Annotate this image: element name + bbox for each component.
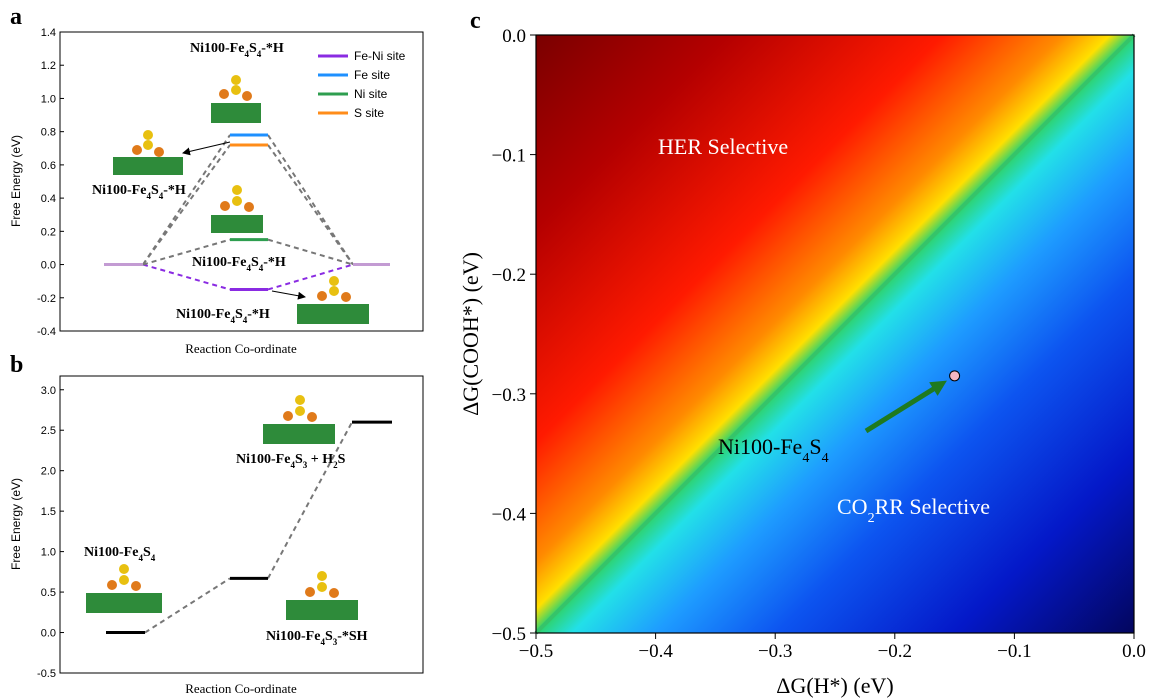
point-label: Ni100-Fe4S4 xyxy=(718,434,829,466)
y-tick-label: 0.5 xyxy=(41,587,56,599)
panel-c-point-layer xyxy=(864,370,961,434)
panel-b-ylabel: Free Energy (eV) xyxy=(9,478,23,570)
y-tick-label: 2.0 xyxy=(41,466,56,478)
panel-c-frame xyxy=(535,34,1135,634)
y-tick-label: 1.4 xyxy=(41,27,56,39)
y-tick-label: −0.2 xyxy=(492,265,526,286)
y-tick-label: 1.5 xyxy=(41,506,56,518)
y-tick-label: 2.5 xyxy=(41,425,56,437)
panel-a-annotation: Ni100-Fe4S4-*H xyxy=(192,255,286,273)
panel-b-annotation: Ni100-Fe4S3 + H2S xyxy=(236,452,346,470)
molecule-illustration xyxy=(211,185,263,233)
y-tick-label: 3.0 xyxy=(41,385,56,397)
panel-a-frame xyxy=(59,31,424,332)
y-tick-label: 0.0 xyxy=(41,628,56,640)
y-tick-label: 1.0 xyxy=(41,547,56,559)
selectivity-boundary xyxy=(534,33,1136,635)
y-tick-label: 0.0 xyxy=(41,260,56,272)
y-tick-label: 0.8 xyxy=(41,127,56,139)
panel-a-ylabel: Free Energy (eV) xyxy=(9,135,23,227)
connector xyxy=(142,238,231,266)
her-region-label: HER Selective xyxy=(658,134,788,159)
connector xyxy=(267,144,354,266)
panel-c: −0.5 −0.4 −0.3 −0.2 −0.1 0.0 −0.5 −0.4 −0.3 −0.2 −… xyxy=(458,26,1146,698)
panel-a-series xyxy=(104,133,390,291)
panel-b-y-ticks: -0.5 0.0 0.5 1.0 1.5 2.0 2.5 3.0 xyxy=(37,385,64,680)
panel-c-ylabel: ΔG(COOH*) (eV) xyxy=(458,252,483,416)
molecule-illustration xyxy=(263,395,335,444)
legend-label: Fe-Ni site xyxy=(354,49,406,63)
panel-b-label: b xyxy=(10,352,23,378)
panel-b-frame xyxy=(59,375,424,674)
y-tick-label: −0.5 xyxy=(492,624,526,645)
panel-a-xlabel: Reaction Co-ordinate xyxy=(185,341,297,356)
y-tick-label: 0.4 xyxy=(41,193,56,205)
x-tick-label: −0.1 xyxy=(997,641,1031,662)
data-point xyxy=(949,370,961,382)
connector xyxy=(142,144,231,266)
panel-a-legend: Fe-Ni site Fe site Ni site S site xyxy=(318,49,406,120)
molecule-illustration xyxy=(86,564,162,613)
panel-b-xlabel: Reaction Co-ordinate xyxy=(185,681,297,696)
panel-a-annotation: Ni100-Fe4S4-*H xyxy=(190,41,284,59)
molecule-illustration xyxy=(113,130,183,175)
x-tick-label: −0.3 xyxy=(758,641,792,662)
y-tick-label: 0.6 xyxy=(41,160,56,172)
y-tick-label: -0.2 xyxy=(37,293,56,305)
x-tick-label: −0.4 xyxy=(638,641,673,662)
point-arrowhead xyxy=(929,380,947,396)
panel-b-annotation: Ni100-Fe4S3-*SH xyxy=(266,629,368,647)
legend-label: Ni site xyxy=(354,87,388,101)
y-tick-label: 0.2 xyxy=(41,226,56,238)
panel-c-label: c xyxy=(470,8,481,34)
panel-b-annotation: Ni100-Fe4S4 xyxy=(84,545,156,563)
connector xyxy=(142,134,231,266)
point-arrow xyxy=(864,383,940,434)
connector xyxy=(267,421,353,579)
x-tick-label: −0.2 xyxy=(878,641,912,662)
legend-label: S site xyxy=(354,106,384,120)
y-tick-label: 0.0 xyxy=(502,26,526,47)
connector xyxy=(142,263,231,291)
y-tick-label: -0.5 xyxy=(37,668,56,680)
y-tick-label: −0.3 xyxy=(492,385,526,406)
y-tick-label: 1.2 xyxy=(41,60,56,72)
y-tick-label: −0.4 xyxy=(492,504,527,525)
panel-a-y-ticks: -0.4 -0.2 0.0 0.2 0.4 0.6 0.8 1.0 1.2 1.4 xyxy=(37,27,64,338)
connector xyxy=(267,263,354,291)
connector xyxy=(144,577,231,634)
y-tick-label: −0.1 xyxy=(492,146,526,167)
y-tick-label: 1.0 xyxy=(41,93,56,105)
panel-a-label: a xyxy=(10,4,22,30)
x-tick-label: −0.5 xyxy=(519,641,553,662)
connector xyxy=(267,238,354,266)
panel-c-ticks: −0.5 −0.4 −0.3 −0.2 −0.1 0.0 −0.5 −0.4 −0.3 −0.2 −… xyxy=(492,26,1146,662)
panel-a-annotation: Ni100-Fe4S4-*H xyxy=(176,307,270,325)
legend-label: Fe site xyxy=(354,68,390,82)
molecule-illustration xyxy=(211,75,261,123)
molecule-illustration xyxy=(297,276,369,324)
connector xyxy=(267,134,354,266)
panel-a: -0.4 -0.2 0.0 0.2 0.4 0.6 0.8 1.0 1.2 1.4 Free En… xyxy=(9,27,424,356)
y-tick-label: -0.4 xyxy=(37,326,56,338)
molecule-illustration xyxy=(286,571,358,620)
panel-a-annotation: Ni100-Fe4S4-*H xyxy=(92,183,186,201)
x-tick-label: 0.0 xyxy=(1122,641,1146,662)
panel-b-series xyxy=(106,420,392,635)
pointer-arrow xyxy=(271,290,306,300)
panel-b: -0.5 0.0 0.5 1.0 1.5 2.0 2.5 3.0 Free Energy (e… xyxy=(9,375,424,696)
pointer-arrow xyxy=(182,141,231,156)
panel-c-xlabel: ΔG(H*) (eV) xyxy=(776,673,893,698)
